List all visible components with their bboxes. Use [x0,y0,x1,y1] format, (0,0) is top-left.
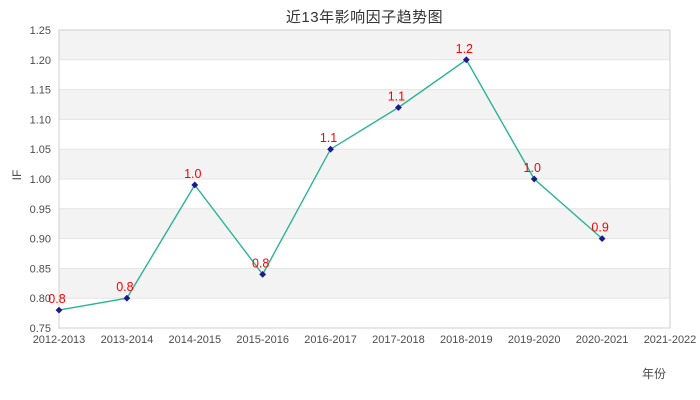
x-tick-label: 2014-2015 [168,334,221,346]
data-point-label: 1.2 [456,42,473,56]
chart-title: 近13年影响因子趋势图 [285,9,444,26]
y-tick-label: 0.80 [30,293,51,305]
grid-band [59,268,670,299]
x-tick-label: 2018-2019 [440,334,493,346]
x-axis-title: 年份 [641,367,666,381]
data-point-label: 0.8 [116,280,133,294]
x-tick-label: 2021-2022 [644,334,697,346]
x-tick-label: 2020-2021 [576,334,629,346]
y-tick-label: 0.95 [30,204,51,216]
y-tick-label: 1.15 [30,85,51,97]
data-point-label: 1.0 [184,167,201,181]
y-tick-label: 1.10 [30,114,51,126]
data-point-label: 0.8 [48,292,65,306]
data-point-marker [462,56,470,64]
data-point-marker [191,181,199,189]
data-point-marker [259,270,267,278]
data-point-marker [327,145,334,153]
data-point-marker [123,294,131,302]
grid-band [59,30,670,60]
x-tick-label: 2015-2016 [236,334,289,346]
data-point-marker [598,235,606,242]
y-tick-label: 0.90 [30,234,51,246]
data-point-label: 0.8 [252,256,269,270]
data-point-label: 0.9 [591,221,608,235]
x-tick-label: 2013-2014 [101,334,154,346]
data-point-marker [395,104,402,111]
x-tick-label: 2016-2017 [304,334,357,346]
data-point-label: 1.0 [524,161,541,175]
data-point-marker [55,306,63,314]
y-tick-label: 1.20 [30,55,51,67]
grid-band [59,208,670,239]
y-tick-label: 1.25 [30,25,51,37]
x-tick-label: 2017-2018 [372,334,425,346]
data-point-label: 1.1 [320,131,337,145]
x-tick-label: 2012-2013 [33,334,86,346]
grid-band [59,149,670,179]
y-tick-label: 1.00 [30,174,51,186]
y-tick-label: 0.75 [30,323,51,335]
x-tick-label: 2019-2020 [508,334,561,346]
plot-border [58,29,671,329]
y-tick-label: 1.05 [30,144,51,156]
data-point-marker [530,175,538,183]
data-point-label: 1.1 [388,89,405,103]
y-tick-label: 0.85 [30,263,51,275]
grid-band [59,89,670,120]
